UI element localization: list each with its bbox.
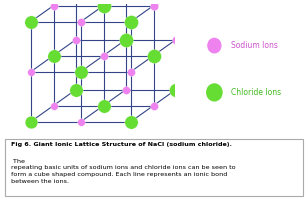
Point xyxy=(129,70,134,73)
Point xyxy=(151,104,156,107)
Point xyxy=(51,4,56,7)
Circle shape xyxy=(208,38,221,53)
Point xyxy=(174,38,179,41)
Point xyxy=(29,70,34,73)
Point xyxy=(124,38,128,41)
Point xyxy=(129,20,134,23)
Text: The
repeating basic units of sodium ions and chloride ions can be seen to
form a: The repeating basic units of sodium ions… xyxy=(10,159,235,184)
Point xyxy=(101,4,106,7)
Text: Sodium Ions: Sodium Ions xyxy=(231,41,278,50)
Point xyxy=(129,120,134,123)
Text: Fig 6. Giant Ionic Lattice Structure of NaCl (sodium chloride).: Fig 6. Giant Ionic Lattice Structure of … xyxy=(10,142,232,147)
Point xyxy=(51,104,56,107)
Text: Chloride Ions: Chloride Ions xyxy=(231,88,281,97)
Point xyxy=(124,88,128,91)
FancyBboxPatch shape xyxy=(5,139,303,196)
Point xyxy=(74,88,79,91)
Point xyxy=(151,4,156,7)
Point xyxy=(29,120,34,123)
Point xyxy=(79,70,83,73)
Point xyxy=(79,20,83,23)
Point xyxy=(174,88,179,91)
Point xyxy=(101,104,106,107)
Point xyxy=(79,120,83,123)
Point xyxy=(74,38,79,41)
Circle shape xyxy=(207,84,222,101)
Point xyxy=(51,54,56,57)
Point xyxy=(29,20,34,23)
Point xyxy=(101,54,106,57)
Point xyxy=(151,54,156,57)
